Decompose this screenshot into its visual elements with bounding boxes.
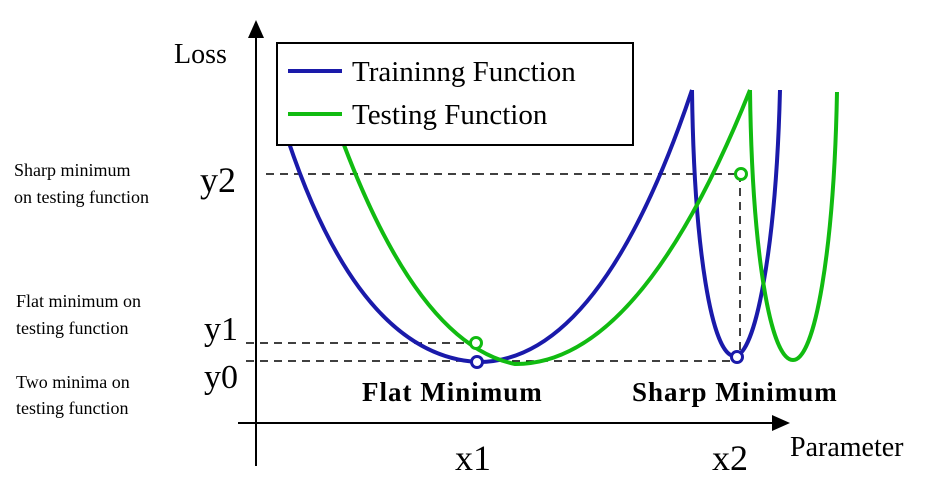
x-axis-label: Parameter — [790, 432, 904, 463]
tick-y2: y2 — [200, 160, 236, 200]
side-note-two-line-2: testing function — [16, 398, 128, 418]
legend: Traininng Function Testing Function — [276, 42, 634, 146]
tick-y0: y0 — [204, 359, 238, 396]
training-curve-sharp — [690, 89, 782, 358]
tick-x2: x2 — [712, 438, 748, 478]
legend-box — [276, 42, 634, 146]
side-note-flat-line-1: Flat minimum on — [16, 291, 141, 311]
tick-x1: x1 — [455, 438, 491, 478]
side-note-flat-line-2: testing function — [16, 318, 128, 338]
testing-sharp-point-marker — [734, 167, 748, 181]
testing-flat-point-marker — [469, 336, 483, 350]
legend-label-testing: Testing Function — [352, 99, 548, 131]
side-note-sharp-line-1: Sharp minimum — [14, 160, 131, 180]
training-sharp-minimum-marker — [730, 350, 744, 364]
training-flat-minimum-marker — [470, 355, 484, 369]
side-note-flat: Flat minimum on testing function — [16, 291, 141, 338]
testing-curve-sharp — [748, 89, 839, 363]
side-note-sharp: Sharp minimum on testing function — [14, 160, 149, 207]
tick-y1: y1 — [204, 311, 238, 348]
caption-sharp-minimum: Sharp Minimum — [632, 377, 838, 407]
guide-lines — [246, 173, 741, 362]
legend-label-training: Traininng Function — [352, 56, 576, 88]
side-note-sharp-line-2: on testing function — [14, 187, 149, 207]
side-note-two: Two minima on testing function — [16, 372, 130, 418]
testing-curve-flat — [342, 89, 752, 367]
y-axis-label: Loss — [174, 39, 227, 70]
side-note-two-line-1: Two minima on — [16, 372, 130, 392]
caption-flat-minimum: Flat Minimum — [362, 377, 543, 407]
